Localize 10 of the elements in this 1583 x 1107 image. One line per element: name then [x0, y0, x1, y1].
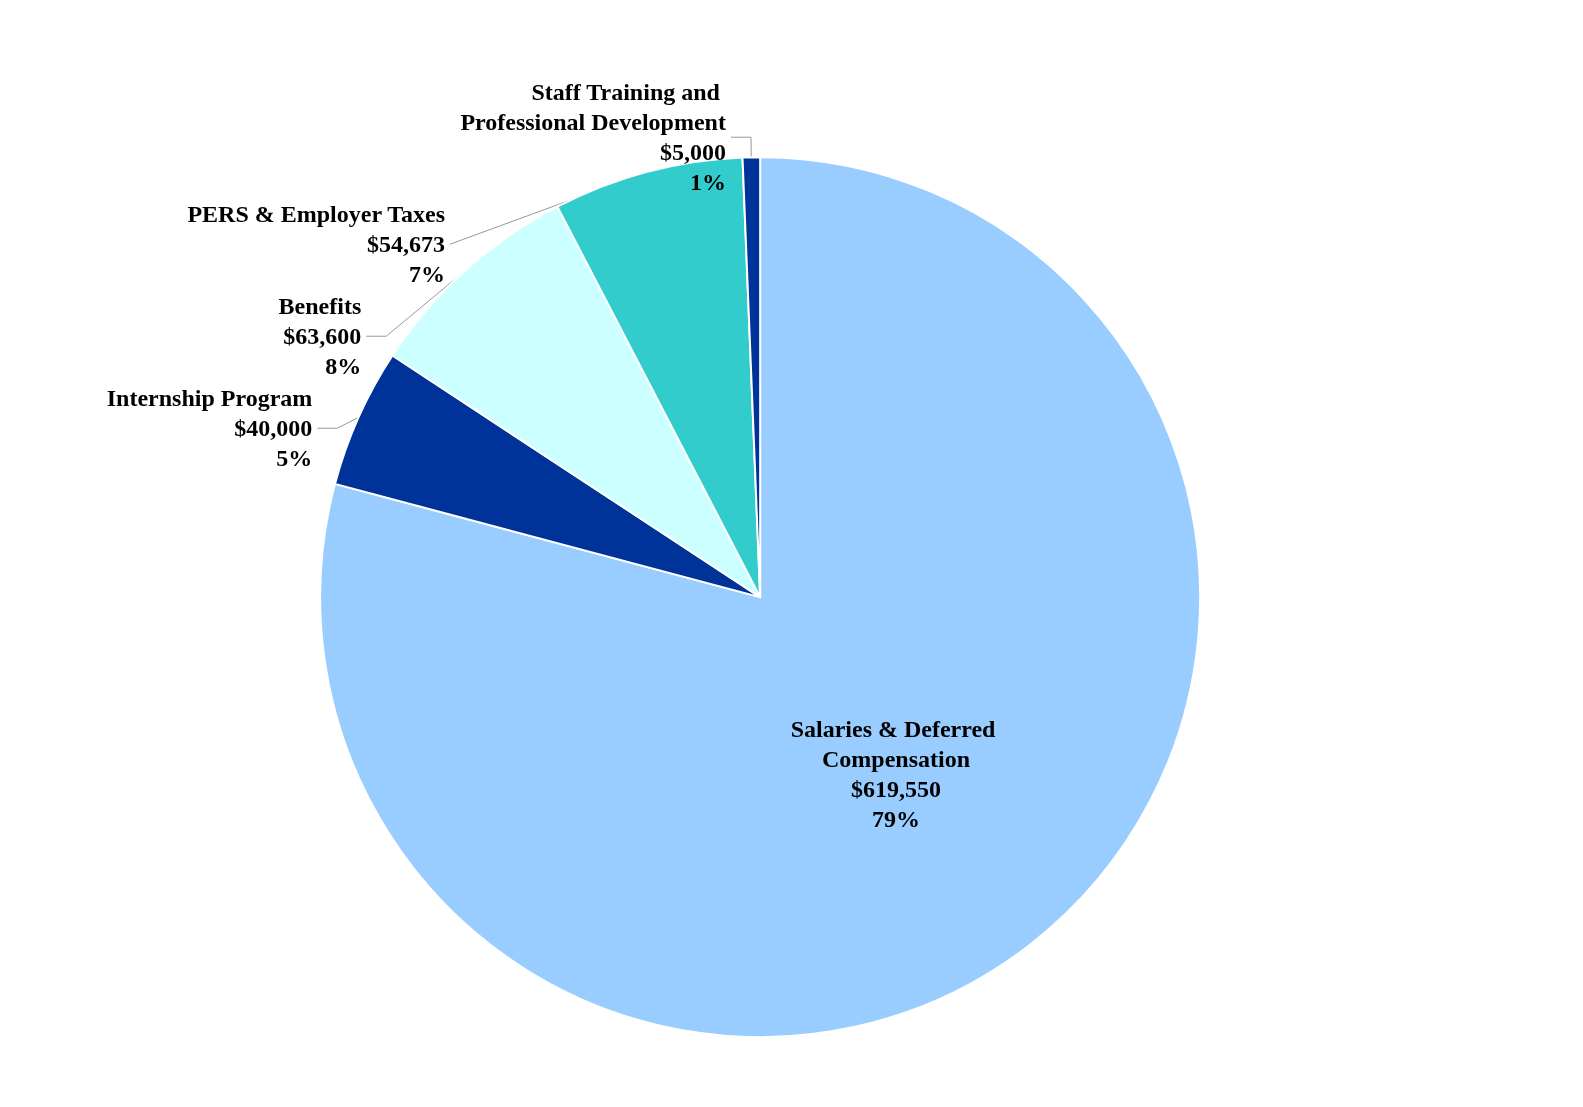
data-label: $5,000 1%	[659, 139, 726, 196]
slice-label: Staff Training and Professional Development	[460, 79, 726, 136]
slice-label: PERS & Employer Taxes	[187, 201, 445, 228]
data-label: $40,000 5%	[234, 415, 313, 472]
data-label: $619,550 79%	[851, 775, 942, 832]
slice-label: Internship Program	[106, 385, 313, 412]
slice-label: Salaries & Deferred Compensation	[790, 715, 1002, 772]
data-label: $54,673 7%	[366, 231, 445, 288]
data-label: $63,600 8%	[283, 323, 362, 380]
slice-label: Benefits	[278, 293, 362, 320]
